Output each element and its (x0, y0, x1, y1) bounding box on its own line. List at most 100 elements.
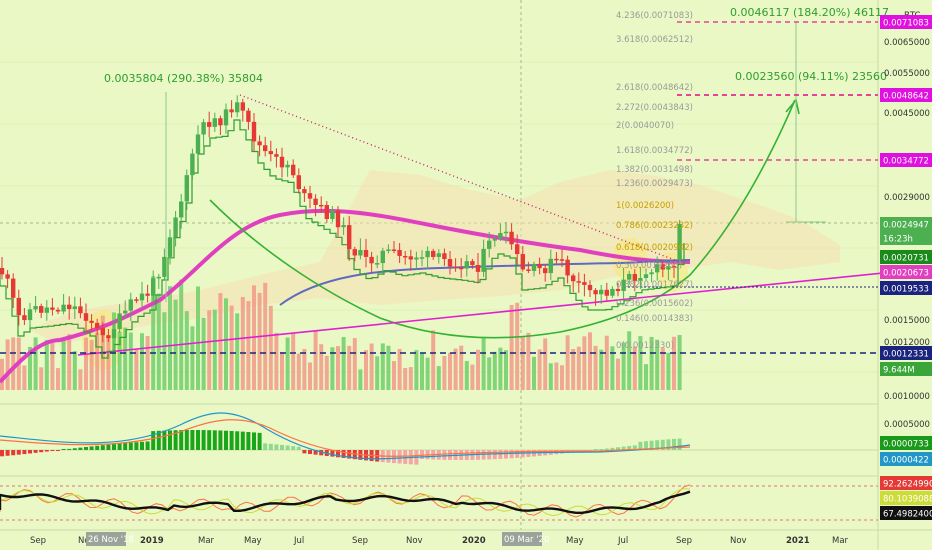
candle-body (582, 282, 587, 285)
candle-body (156, 276, 161, 279)
candle-body (576, 281, 581, 283)
candle-body (151, 278, 156, 296)
fib-label: 0.5(0.0019265) (616, 261, 682, 271)
macd-histogram-bar (330, 450, 335, 457)
fib-label: 0(0.0012330) (616, 341, 674, 351)
volume-bar (582, 336, 587, 390)
price-tick-label: 0.0012000 (884, 338, 930, 348)
macd-histogram-bar (498, 450, 503, 459)
candle-body (341, 225, 346, 228)
candle-body (498, 233, 503, 239)
fib-label: 3.618(0.0062512) (616, 35, 693, 45)
volume-bar (285, 337, 290, 390)
candle-body (111, 329, 117, 339)
candle-body (184, 175, 189, 202)
candle-body (677, 224, 682, 260)
price-badge-label: 67.4982400 (883, 510, 932, 520)
candle-body (403, 255, 408, 258)
candle-body (324, 205, 329, 220)
candle-body (279, 156, 285, 168)
macd-histogram-bar (263, 443, 268, 450)
candle-body (391, 249, 397, 252)
time-axis-badge-label: 26 Nov '18 (88, 535, 134, 545)
macd-histogram-bar (179, 430, 184, 450)
volume-bar (588, 332, 592, 390)
volume-bar (470, 364, 475, 390)
candle-body (649, 272, 654, 275)
candle-body (285, 164, 290, 168)
candle-body (526, 269, 531, 271)
price-badge (880, 476, 932, 490)
candle-body (83, 313, 89, 321)
macd-histogram-bar (84, 446, 88, 450)
volume-bar (128, 332, 133, 390)
candle-body (296, 175, 301, 190)
macd-histogram-bar (632, 445, 637, 450)
macd-histogram-bar (638, 441, 643, 450)
candle-body (621, 279, 626, 292)
candle-body (330, 210, 335, 220)
macd-histogram-bar (151, 431, 156, 450)
candle-body (453, 266, 458, 268)
volume-bar (436, 366, 441, 390)
candle-body (117, 313, 122, 330)
volume-bar (504, 350, 508, 390)
macd-histogram-bar (672, 438, 676, 450)
volume-bar (22, 365, 27, 390)
candle-body (632, 274, 637, 281)
fib-label: 1.382(0.0031498) (616, 165, 693, 175)
price-badge-label: 0.0024947 (883, 221, 929, 231)
volume-bar (352, 338, 357, 390)
chart-text: 0.0035804 (290.38%) 35804 0.0046117 (184.… (104, 6, 889, 85)
candle-body (128, 299, 133, 311)
volume-bar (397, 348, 402, 390)
candle-body (190, 153, 195, 176)
candle-body (246, 110, 251, 122)
candle-body (263, 145, 268, 152)
volume-bar (644, 364, 648, 390)
candle-body (179, 201, 184, 218)
fib-label: 4.236(0.0071083) (616, 11, 693, 21)
measure-annotation: 0.0035804 (290.38%) 35804 (104, 72, 263, 85)
macd-histogram-bar (196, 430, 200, 450)
candle-body (408, 256, 413, 260)
candle-body (459, 267, 464, 270)
macd-panel (0, 412, 878, 465)
candle-body (587, 284, 593, 291)
volume-bar (341, 336, 346, 390)
time-axis-label: May (566, 536, 584, 546)
time-axis-badge-label: 09 Mar '20 (504, 535, 549, 545)
volume-bar (476, 349, 480, 390)
candle-body (223, 109, 229, 126)
volume-bar (67, 334, 72, 390)
price-badge-label: 0.0000733 (883, 440, 929, 450)
time-axis-label: May (244, 536, 262, 546)
price-badge-label: 0.0071083 (883, 19, 929, 29)
candle-body (660, 264, 665, 270)
candle-body (352, 249, 357, 256)
time-axis-label: Jul (617, 536, 628, 546)
price-badge (880, 491, 932, 505)
macd-histogram-bar (442, 450, 447, 460)
volume-bar (487, 357, 492, 390)
volume-bar (308, 362, 312, 390)
candle-body (257, 141, 262, 146)
volume-bar (655, 339, 660, 390)
macd-histogram-bar (257, 432, 262, 450)
volume-bar (168, 286, 172, 390)
candle-body (67, 304, 72, 310)
volume-bar (212, 309, 217, 390)
macd-histogram-bar (173, 430, 178, 450)
candle-body (313, 198, 318, 205)
volume-bar (140, 333, 144, 390)
volume-bar (632, 346, 637, 390)
candle-body (442, 253, 447, 260)
macd-histogram-bar (313, 450, 318, 455)
price-badge-label: 0.0020673 (883, 269, 929, 279)
volume-bar (375, 356, 380, 390)
macd-histogram-bar (308, 450, 312, 455)
volume-bar (179, 279, 184, 390)
time-axis-badge (86, 532, 126, 546)
candle-body (515, 244, 520, 255)
